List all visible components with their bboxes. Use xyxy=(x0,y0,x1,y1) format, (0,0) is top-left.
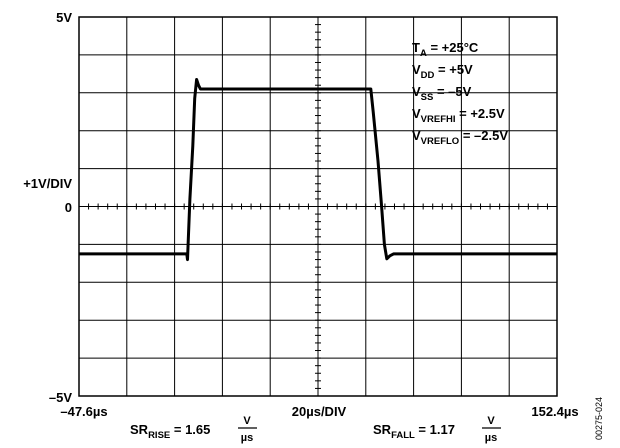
y-zero-label: 0 xyxy=(65,200,72,215)
y-div-label: +1V/DIV xyxy=(23,176,72,191)
slew-rise-unit-denominator: µs xyxy=(241,432,253,444)
slew-rise-text: SRRISE = 1.65 xyxy=(130,422,210,441)
series-line-waveform xyxy=(79,78,557,262)
x-end-label: 152.4µs xyxy=(531,404,578,419)
y-top-label: 5V xyxy=(56,10,72,25)
annotation-vss: VSS = –5V xyxy=(412,84,472,103)
x-div-label: 20µs/DIV xyxy=(292,404,347,419)
x-start-label: –47.6µs xyxy=(60,404,107,419)
annotation-ta: TA = +25°C xyxy=(412,40,479,59)
slew-fall-unit-numerator: V xyxy=(487,415,495,427)
annotation-vreflo: VVREFLO = –2.5V xyxy=(412,128,508,147)
slew-fall-unit-denominator: µs xyxy=(485,432,497,444)
annotation-vrefhi: VVREFHI = +2.5V xyxy=(412,106,505,125)
plot-frame xyxy=(78,16,558,397)
y-bottom-label: –5V xyxy=(49,390,72,405)
slew-rise-unit-numerator: V xyxy=(243,415,251,427)
slew-fall-text: SRFALL = 1.17 xyxy=(373,422,455,441)
annotation-vdd: VDD = +5V xyxy=(412,62,473,81)
figure-code: 00275-024 xyxy=(594,397,604,440)
